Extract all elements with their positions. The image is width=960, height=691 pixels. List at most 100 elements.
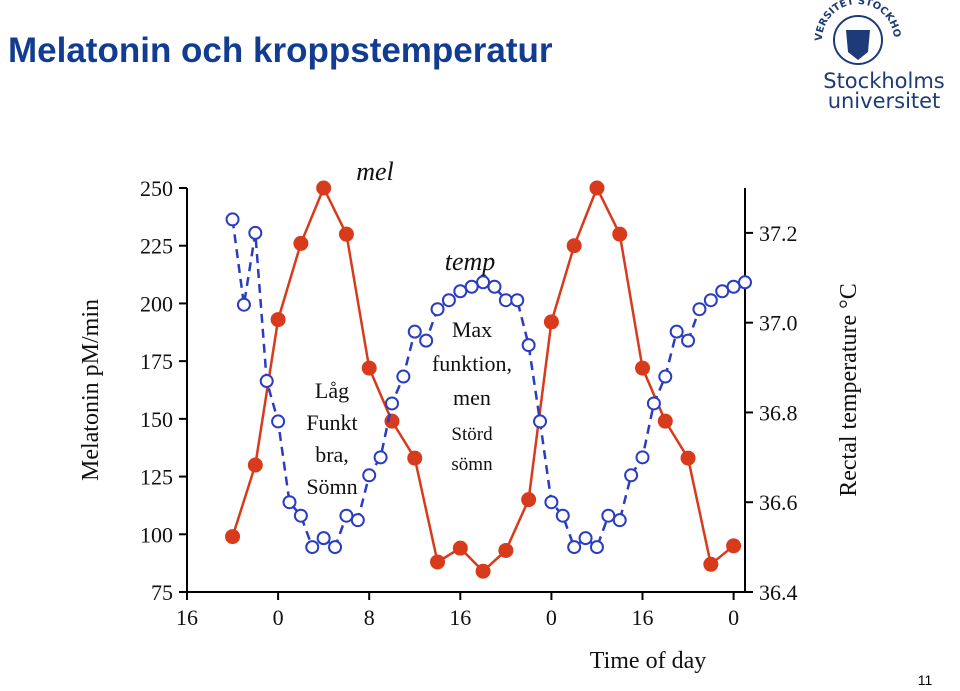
data-point (498, 293, 513, 308)
annotation: Funkt (306, 410, 357, 435)
data-point (555, 508, 570, 523)
annotation: men (453, 385, 491, 410)
data-point (373, 450, 388, 465)
y-tick-label: 150 (140, 407, 173, 432)
y2-tick-label: 36.4 (759, 580, 798, 605)
data-point (589, 540, 604, 555)
annotation: Max (452, 317, 492, 342)
x-tick-label: 0 (546, 605, 557, 630)
annotation: sömn (451, 454, 493, 475)
data-point (452, 540, 468, 556)
data-point (361, 360, 377, 376)
logo-line: universitet (828, 89, 941, 113)
data-point (601, 508, 616, 523)
data-point (282, 495, 297, 510)
data-point (339, 508, 354, 523)
x-axis-label: Time of day (590, 648, 706, 674)
data-point (453, 284, 468, 299)
x-tick-label: 0 (728, 605, 739, 630)
data-point (612, 513, 627, 528)
data-point (475, 563, 491, 579)
data-point (225, 212, 240, 227)
logo-line: Stockholms (823, 69, 945, 93)
y-axis-label: Melatonin pM/min (78, 299, 104, 481)
data-point (510, 293, 525, 308)
data-point (316, 531, 331, 546)
x-tick-label: 8 (364, 605, 375, 630)
data-point (293, 508, 308, 523)
data-point (362, 468, 377, 483)
data-point (396, 369, 411, 384)
data-point (247, 457, 263, 473)
data-point (384, 396, 399, 411)
data-point (487, 279, 502, 294)
data-point (521, 338, 536, 353)
data-point (225, 529, 241, 545)
data-point (521, 492, 537, 508)
y-tick-label: 100 (140, 522, 173, 547)
y-tick-label: 225 (140, 234, 173, 259)
data-point (657, 413, 673, 429)
x-tick-label: 16 (449, 605, 471, 630)
data-point (271, 414, 286, 429)
annotation: Låg (315, 378, 349, 403)
data-point (726, 538, 742, 554)
y-tick-label: 175 (140, 349, 173, 374)
data-point (430, 302, 445, 317)
data-point (316, 180, 332, 196)
data-point (612, 226, 628, 242)
data-point (533, 414, 548, 429)
data-point (578, 531, 593, 546)
annotation: funktion, (432, 351, 512, 376)
data-point (624, 468, 639, 483)
data-point (646, 396, 661, 411)
data-point (270, 312, 286, 328)
data-point (715, 284, 730, 299)
data-point (419, 333, 434, 348)
y2-tick-label: 37.2 (759, 221, 798, 246)
data-point (384, 413, 400, 429)
y-tick-label: 75 (151, 580, 173, 605)
annotation: bra, (315, 442, 349, 467)
data-point (544, 495, 559, 510)
data-point (464, 279, 479, 294)
data-point (476, 275, 491, 290)
annotation: temp (445, 247, 496, 276)
annotation: Störd (451, 424, 493, 445)
data-point (236, 297, 251, 312)
data-point (738, 275, 752, 290)
data-point (305, 540, 320, 555)
y2-tick-label: 36.8 (759, 400, 798, 425)
y2-axis-label: Rectal temperature °C (836, 283, 862, 497)
y-tick-label: 250 (140, 176, 173, 201)
y2-tick-label: 36.6 (759, 490, 798, 515)
data-point (635, 360, 651, 376)
data-point (726, 279, 741, 294)
data-point (566, 238, 582, 254)
data-point (680, 450, 696, 466)
x-tick-label: 16 (632, 605, 654, 630)
x-tick-label: 0 (273, 605, 284, 630)
data-point (567, 540, 582, 555)
data-point (407, 450, 423, 466)
data-point (338, 226, 354, 242)
data-point (669, 324, 684, 339)
data-point (293, 235, 309, 251)
logo-seal (833, 15, 883, 65)
annotation: mel (356, 157, 394, 186)
data-point (328, 540, 343, 555)
data-point (430, 554, 446, 570)
data-point (498, 542, 514, 558)
data-point (441, 293, 456, 308)
data-point (692, 302, 707, 317)
annotation: Sömn (306, 474, 357, 499)
slide-title: Melatonin och kroppstemperatur (8, 31, 553, 70)
x-tick-label: 16 (176, 605, 198, 630)
data-point (589, 180, 605, 196)
data-point (543, 314, 559, 330)
data-point (703, 556, 719, 572)
y-tick-label: 125 (140, 465, 173, 490)
logo-shield (846, 30, 870, 60)
data-point (259, 374, 274, 389)
data-point (350, 513, 365, 528)
